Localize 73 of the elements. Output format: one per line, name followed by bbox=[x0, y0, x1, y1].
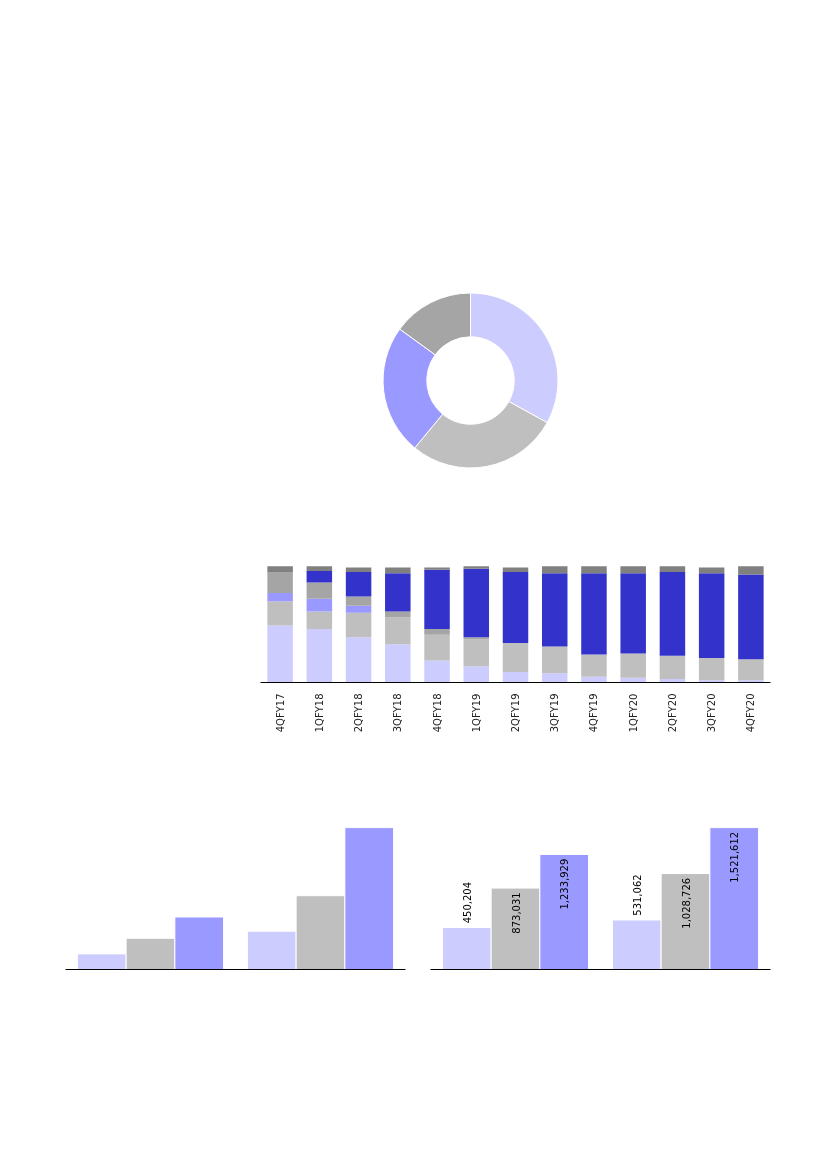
bar bbox=[659, 572, 686, 656]
bar bbox=[345, 572, 372, 597]
bar bbox=[306, 611, 333, 630]
bar bbox=[620, 653, 646, 678]
bar bbox=[463, 639, 490, 667]
bar bbox=[424, 567, 450, 570]
bar bbox=[306, 598, 333, 612]
x-tick-label: 1QFY19 bbox=[470, 693, 482, 733]
bar bbox=[463, 637, 490, 640]
bar bbox=[306, 629, 333, 683]
bar bbox=[267, 572, 293, 594]
data-label: 450,204 bbox=[461, 881, 473, 924]
x-tick-label: 2QFY20 bbox=[666, 693, 678, 733]
bar bbox=[345, 612, 372, 638]
x-tick-label: 3QFY20 bbox=[706, 693, 718, 733]
x-tick-label: 4QFY19 bbox=[588, 693, 600, 733]
data-label: 1,028,726 bbox=[680, 877, 692, 929]
x-tick-label: 4QFY18 bbox=[431, 693, 443, 733]
bar bbox=[385, 644, 411, 683]
bar bbox=[267, 593, 293, 602]
bar bbox=[385, 617, 411, 645]
bar bbox=[424, 660, 450, 683]
bar bbox=[698, 658, 725, 681]
bar bbox=[659, 655, 686, 680]
bar bbox=[424, 629, 450, 635]
bar bbox=[738, 574, 764, 660]
bar bbox=[463, 566, 490, 569]
x-tick-label: 2QFY19 bbox=[510, 693, 521, 733]
bar bbox=[502, 572, 529, 643]
bar bbox=[541, 646, 568, 674]
x-tick-label: 2QFY18 bbox=[353, 693, 365, 733]
bar bbox=[345, 567, 372, 573]
x-tick-label: 1QFY18 bbox=[313, 693, 325, 733]
bar bbox=[463, 568, 490, 638]
data-label: 1,233,929 bbox=[559, 858, 571, 910]
bar bbox=[306, 566, 333, 571]
bar bbox=[581, 573, 607, 655]
data-label: 1,521,612 bbox=[729, 831, 741, 883]
bar bbox=[659, 566, 686, 573]
x-tick-label: 3QFY18 bbox=[392, 693, 404, 733]
data-label: 873,031 bbox=[510, 892, 522, 934]
bar bbox=[385, 567, 411, 574]
bar bbox=[424, 634, 450, 661]
bar bbox=[581, 566, 607, 574]
bar bbox=[267, 566, 293, 573]
x-tick-label: 1QFY20 bbox=[627, 693, 639, 733]
bar bbox=[581, 654, 607, 677]
bar bbox=[463, 666, 490, 683]
bar bbox=[345, 596, 372, 606]
bar bbox=[620, 566, 646, 574]
x-tick-label: 4QFY17 bbox=[274, 693, 286, 733]
bar bbox=[698, 567, 725, 574]
bar bbox=[345, 637, 372, 683]
bar bbox=[541, 566, 568, 574]
bar bbox=[502, 567, 529, 573]
bar bbox=[502, 672, 529, 683]
x-tick-label: 4QFY20 bbox=[745, 693, 757, 733]
data-label: 531,062 bbox=[631, 874, 643, 916]
bar bbox=[541, 573, 568, 647]
bar bbox=[620, 573, 646, 654]
x-tick-label: 3QFY19 bbox=[549, 693, 561, 733]
bar bbox=[267, 625, 293, 683]
bar bbox=[541, 673, 568, 683]
bar bbox=[306, 570, 333, 583]
bar bbox=[424, 569, 450, 630]
bar bbox=[267, 601, 293, 626]
bar bbox=[738, 659, 764, 681]
bar bbox=[385, 573, 411, 612]
bar bbox=[738, 566, 764, 575]
bar bbox=[306, 582, 333, 599]
bar bbox=[502, 643, 529, 673]
bar bbox=[698, 573, 725, 659]
bar bbox=[345, 605, 372, 613]
